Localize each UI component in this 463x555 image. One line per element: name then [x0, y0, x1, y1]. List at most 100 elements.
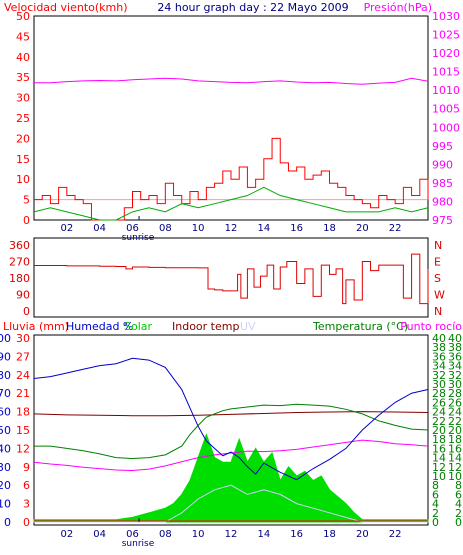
wind-xtick-12: 12 — [225, 223, 238, 234]
temp-right-a-tick-15: 30 — [432, 378, 446, 391]
humidity-left-tick-1: 10 — [0, 498, 11, 511]
wind-xtick-04: 04 — [93, 223, 106, 234]
weather-xtick-12: 12 — [225, 529, 238, 540]
temp-right-b-tick-20: 40 — [448, 332, 462, 345]
weather-xtick-10: 10 — [192, 529, 205, 540]
temp-right-b-tick-2: 4 — [455, 498, 462, 511]
humidity-left-tick-4: 40 — [0, 442, 11, 455]
wind-left-tick-4: 20 — [16, 132, 30, 145]
temp-right-b-tick-9: 18 — [448, 433, 462, 446]
temp-right-b-tick-8: 16 — [448, 442, 462, 455]
compass-right-tick-2: S — [434, 272, 441, 285]
rain-left-tick-8: 24 — [16, 369, 30, 382]
humidity-left-tick-9: 90 — [0, 350, 11, 363]
weather-xtick-20: 20 — [356, 529, 369, 540]
wind-xtick-18: 18 — [323, 223, 336, 234]
temp-right-a-tick-7: 14 — [432, 452, 446, 465]
direction-left-tick-0: 0 — [23, 305, 30, 318]
rain-left-tick-10: 30 — [16, 332, 30, 345]
pressure-right-tick-9: 1020 — [432, 47, 460, 60]
temp-right-a-tick-18: 36 — [432, 350, 446, 363]
pressure-right-tick-2: 985 — [432, 177, 453, 190]
wind-xtick-14: 14 — [257, 223, 270, 234]
compass-right-tick-1: W — [434, 289, 445, 302]
wind-xtick-06: 06 — [126, 223, 139, 234]
wind-xtick-16: 16 — [290, 223, 303, 234]
legend-rain: Lluvia (mm) — [3, 320, 69, 333]
wind-xtick-02: 02 — [60, 223, 73, 234]
temp-right-a-tick-16: 32 — [432, 369, 446, 382]
pressure-right-tick-4: 995 — [432, 140, 453, 153]
wind-left-tick-1: 5 — [23, 194, 30, 207]
wind-speed-line — [34, 137, 429, 221]
temp-right-b-tick-3: 6 — [455, 488, 462, 501]
wind-left-tick-8: 40 — [16, 51, 30, 64]
temp-right-b-tick-6: 12 — [448, 461, 462, 474]
temp-right-a-tick-19: 38 — [432, 341, 446, 354]
temp-right-b-tick-0: 0 — [455, 516, 462, 529]
indoor-temp-line — [33, 411, 429, 417]
pressure-label: Presión(hPa) — [364, 1, 432, 14]
legend-solar: Solar — [124, 320, 153, 333]
temp-right-a-tick-0: 0 — [432, 516, 439, 529]
rain-left-tick-6: 18 — [16, 406, 30, 419]
pressure-right-tick-1: 980 — [432, 195, 453, 208]
pressure-right-tick-0: 975 — [432, 214, 453, 227]
wind-xtick-08: 08 — [159, 223, 172, 234]
weather-xtick-04: 04 — [93, 529, 106, 540]
wind-left-tick-6: 30 — [16, 92, 30, 105]
temp-right-b-tick-11: 22 — [448, 415, 462, 428]
wind-speed-label: Velocidad viento(kmh) — [4, 1, 128, 14]
legend-temperature: Temperatura (°C) — [312, 320, 408, 333]
solar-area — [33, 433, 429, 523]
wind-direction-line — [34, 253, 429, 305]
direction-left-tick-3: 270 — [9, 256, 30, 269]
wind-xtick-20: 20 — [356, 223, 369, 234]
pressure-right-tick-8: 1015 — [432, 66, 460, 79]
weather-xtick-14: 14 — [257, 529, 270, 540]
weather-xtick-16: 16 — [290, 529, 303, 540]
pressure-right-tick-5: 1000 — [432, 121, 460, 134]
chart-title: 24 hour graph day : 22 Mayo 2009 — [157, 1, 348, 14]
temp-right-a-tick-11: 22 — [432, 415, 446, 428]
temp-right-b-tick-18: 36 — [448, 350, 462, 363]
wind-left-tick-9: 45 — [16, 30, 30, 43]
temp-right-a-tick-1: 2 — [432, 507, 439, 520]
rain-left-tick-9: 27 — [16, 350, 30, 363]
wind-left-tick-5: 25 — [16, 112, 30, 125]
temp-right-a-tick-14: 28 — [432, 387, 446, 400]
humidity-left-tick-6: 60 — [0, 406, 11, 419]
pressure-right-tick-6: 1005 — [432, 103, 460, 116]
rain-left-tick-3: 9 — [23, 461, 30, 474]
wind-gust-line — [33, 186, 429, 221]
humidity-left-tick-8: 80 — [0, 369, 11, 382]
temp-right-a-tick-9: 18 — [432, 433, 446, 446]
temp-right-b-tick-10: 20 — [448, 424, 462, 437]
rain-left-tick-2: 6 — [23, 479, 30, 492]
weather-xtick-18: 18 — [323, 529, 336, 540]
humidity-left-tick-3: 30 — [0, 461, 11, 474]
wind-left-tick-0: 0 — [23, 214, 30, 227]
legend-uv: UV — [240, 320, 256, 333]
temp-right-b-tick-16: 32 — [448, 369, 462, 382]
uv-line — [34, 484, 428, 523]
weather-xtick-02: 02 — [60, 529, 73, 540]
temp-right-a-tick-4: 8 — [432, 479, 439, 492]
rain-left-tick-1: 3 — [23, 498, 30, 511]
weather-xtick-08: 08 — [159, 529, 172, 540]
compass-right-tick-3: E — [434, 256, 441, 269]
temp-right-b-tick-19: 38 — [448, 341, 462, 354]
rain-left-tick-0: 0 — [23, 516, 30, 529]
humidity-left-tick-5: 50 — [0, 424, 11, 437]
humidity-left-tick-7: 70 — [0, 387, 11, 400]
direction-panel-frame — [33, 237, 429, 318]
temp-right-a-tick-10: 20 — [432, 424, 446, 437]
humidity-line — [33, 357, 429, 481]
pressure-right-tick-10: 1025 — [432, 29, 460, 42]
compass-right-tick-0: N — [434, 305, 442, 318]
weather-xtick-22: 22 — [389, 529, 402, 540]
wind-panel-frame — [33, 15, 429, 221]
rain-left-tick-5: 15 — [16, 424, 30, 437]
temp-right-b-tick-4: 8 — [455, 479, 462, 492]
humidity-left-tick-10: 100 — [0, 332, 11, 345]
